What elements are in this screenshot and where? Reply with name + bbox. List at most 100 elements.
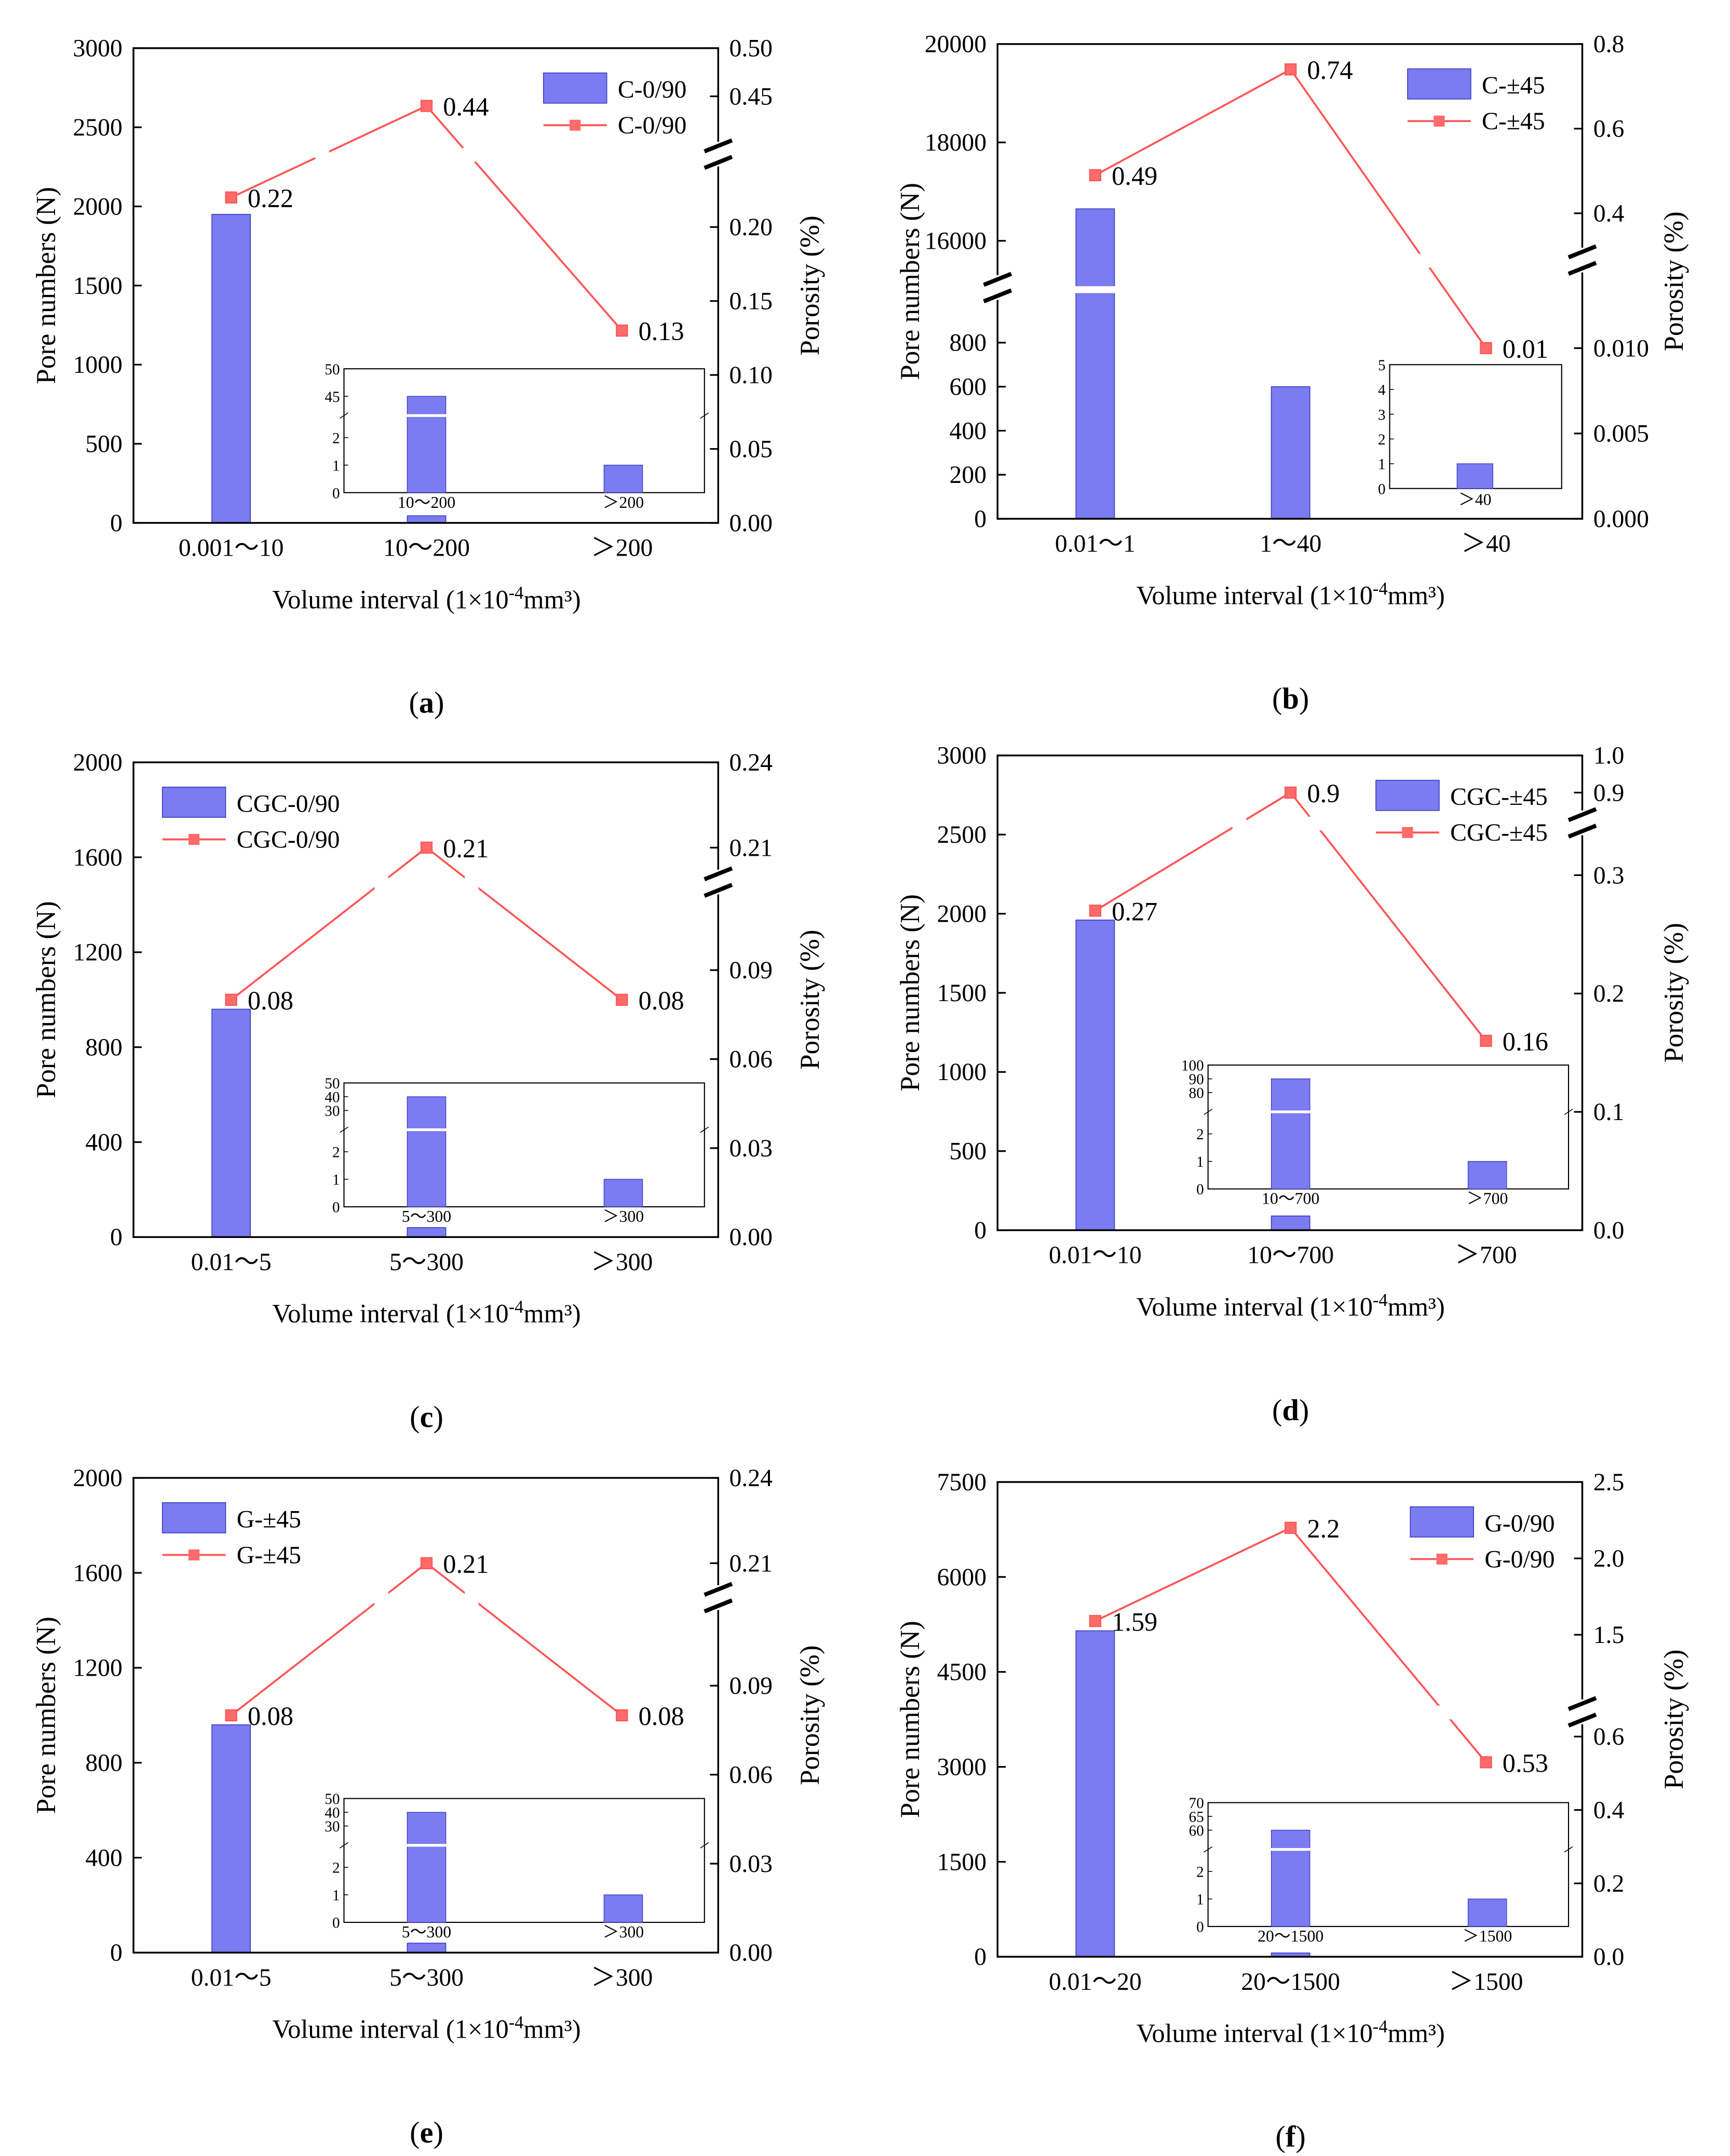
left-tick-label: 2000 [73,193,122,220]
series-marker [1480,1756,1492,1769]
inset-tick-label: 30 [325,1103,340,1120]
series-marker [1480,1034,1492,1047]
series-line-segment [426,1562,623,1716]
data-label: 0.08 [248,986,293,1015]
panel-label: (b) [1272,682,1309,716]
axis-break-mark [983,288,1012,304]
right-tick-label: 0.03 [729,1135,772,1162]
bar-a-0 [211,213,251,523]
x-axis-title: Volume interval (1×10-4mm³) [1137,2017,1445,2048]
legend-line-marker [188,1549,200,1561]
data-label: 0.01 [1503,334,1548,363]
left-tick-label: 2500 [73,114,122,141]
left-tick-label: 200 [950,461,987,489]
inset-bar-break [1269,1848,1312,1851]
series-break-gap [1437,1705,1452,1720]
left-tick-label: 2000 [937,900,986,928]
right-tick-label: 0.00 [729,1223,772,1251]
right-tick-label: 0.00 [729,1939,772,1966]
inset-tick-label: 30 [325,1818,340,1835]
legend-bar-swatch [1407,68,1471,100]
inset-category-label: 20～1500 [1258,1927,1323,1945]
axis-break-mark [983,272,1012,287]
y-axis-title-left: Pore numbers (N) [895,183,925,380]
inset-tick-label: 90 [1189,1071,1204,1088]
inset-tick-label: 0 [1196,1181,1204,1198]
left-tick-label: 500 [85,430,123,458]
left-tick-label: 800 [85,1034,123,1061]
inset-tick-label: 0 [1378,481,1386,497]
right-tick-label: 2.0 [1593,1545,1625,1572]
inset-tick-label: 5 [1378,357,1386,374]
axis-break-mark [704,138,733,154]
x-axis-title: Volume interval (1×10-4mm³) [1137,1290,1445,1322]
inset-bar [603,465,643,493]
legend-line-marker [570,119,581,131]
legend-bar-swatch [1375,779,1440,811]
chart-panel-b: 0 200 400 600 800 16000 18000 20000 0.000 0.005 0.… [895,31,1689,716]
series-marker [1285,1521,1297,1534]
data-label: 0.21 [443,1549,489,1579]
series-line-segment [1290,1527,1487,1763]
x-axis-title: Volume interval (1×10-4mm³) [272,583,580,614]
legend-label-line: C-0/90 [618,112,686,139]
inset-tick-label: 60 [1189,1823,1204,1839]
inset-tick-label: 2 [1196,1126,1204,1143]
series-marker [1285,63,1297,76]
left-tick-label: 4500 [937,1659,986,1686]
right-tick-label: 0.0 [1593,1217,1625,1244]
left-tick-label: 1600 [73,844,122,871]
inset-bar-break [406,1128,448,1131]
inset-category-label: ＞700 [1467,1190,1508,1208]
inset-tick-label: 2 [332,430,340,447]
inset-tick-label: 50 [325,1075,340,1092]
right-tick-label: 0.2 [1593,1870,1625,1897]
panel-label: (a) [409,686,444,720]
inset-tick-label: 100 [1181,1058,1204,1074]
inset-bar [407,1812,447,1923]
chart-panel-e: 04008001200160020000.000.030.060.090.210… [31,1464,825,2149]
legend-line-marker [1434,115,1445,127]
left-tick-label: 400 [950,417,987,444]
inset-category-label: ＞40 [1458,491,1492,509]
x-category-label: 0.01～5 [191,1248,272,1276]
series-marker [225,1709,237,1722]
left-tick-label: 0 [110,509,123,537]
inset-category-label: 5～300 [402,1923,451,1941]
series-break-gap [1232,816,1247,831]
data-label: 2.2 [1307,1514,1340,1543]
data-label: 0.13 [639,317,684,346]
y-axis-title-left: Pore numbers (N) [31,901,61,1098]
right-tick-label: 2.5 [1593,1468,1625,1496]
inset-bar [1467,1898,1507,1927]
inset-tick-label: 45 [325,389,340,406]
data-label: 0.08 [248,1702,293,1731]
inset-category-label: 10～700 [1262,1190,1319,1208]
data-label: 0.16 [1503,1027,1548,1056]
left-tick-label: 1200 [73,1654,122,1682]
inset-tick-label: 2 [332,1860,340,1877]
bar-c-1 [407,1227,447,1238]
left-tick-label: 2500 [937,821,986,848]
series-marker [616,993,628,1006]
bar-c-0 [211,1008,251,1238]
left-tick-label: 0 [974,1943,986,1971]
y-axis-title-right: Porosity (%) [1659,211,1689,351]
left-tick-label: 400 [85,1844,123,1871]
series-marker [1089,169,1102,182]
left-tick-label: 16000 [925,227,986,255]
inset-tick-label: 0 [1196,1919,1204,1936]
data-label: 0.9 [1307,779,1340,808]
inset-break-mark [1204,1109,1213,1115]
inset-bar [407,1096,447,1207]
bar-d-0 [1075,919,1115,1231]
panel-label: (c) [410,1400,443,1434]
inset-frame [343,1082,705,1208]
inset-tick-label: 1 [332,1172,340,1189]
left-tick-label: 3000 [937,1754,986,1781]
chart-panel-d: 0500100015002000250030000.00.10.20.30.91… [895,742,1689,1427]
left-tick-label: 20000 [925,31,986,58]
bar-b-1 [1271,386,1310,519]
legend-label-bar: C-0/90 [618,76,686,103]
